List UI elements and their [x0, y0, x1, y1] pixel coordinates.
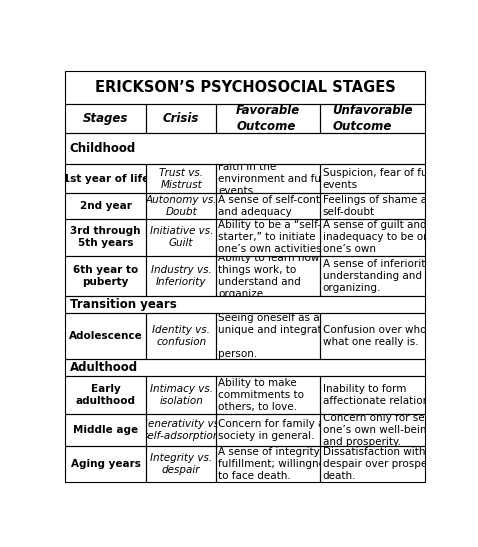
Text: A sense of guilt and
inadequacy to be on
one’s own: A sense of guilt and inadequacy to be on…	[323, 220, 429, 254]
Text: 1st year of life: 1st year of life	[63, 174, 149, 184]
Bar	[146, 376, 216, 414]
Bar	[320, 414, 424, 446]
Bar	[65, 104, 146, 133]
Bar	[216, 255, 320, 296]
Text: 2nd year: 2nd year	[80, 201, 131, 211]
Text: A sense of self-control
and adequacy: A sense of self-control and adequacy	[218, 195, 334, 217]
Bar	[216, 164, 320, 193]
Bar	[320, 376, 424, 414]
Text: Faith in the
environment and future
events: Faith in the environment and future even…	[218, 162, 343, 196]
Bar	[65, 414, 146, 446]
Bar	[216, 446, 320, 482]
Bar	[146, 414, 216, 446]
Text: 6th year to
puberty: 6th year to puberty	[73, 265, 138, 287]
Text: Ability to be a “self-
starter,” to initiate
one’s own activities.: Ability to be a “self- starter,” to init…	[218, 220, 326, 254]
Text: Crisis: Crisis	[163, 112, 199, 125]
Bar	[146, 313, 216, 359]
Text: Childhood: Childhood	[70, 142, 136, 155]
Bar	[146, 446, 216, 482]
Text: Transition years: Transition years	[70, 298, 176, 311]
Text: Adolescence: Adolescence	[69, 331, 142, 341]
Bar	[65, 133, 424, 164]
Bar	[65, 219, 146, 255]
Bar	[320, 219, 424, 255]
Bar	[146, 219, 216, 255]
Text: Identity vs.
confusion: Identity vs. confusion	[152, 325, 210, 347]
Text: ERICKSON’S PSYCHOSOCIAL STAGES: ERICKSON’S PSYCHOSOCIAL STAGES	[95, 80, 395, 95]
Text: Middle age: Middle age	[73, 425, 138, 435]
Bar	[65, 164, 146, 193]
Text: Early
adulthood: Early adulthood	[76, 384, 136, 406]
Bar	[65, 71, 424, 104]
Text: Concern only for self—
one’s own well-being
and prosperity.: Concern only for self— one’s own well-be…	[323, 413, 441, 447]
Bar	[146, 193, 216, 219]
Text: 3rd through
5th years: 3rd through 5th years	[70, 226, 141, 248]
Text: Concern for family and
society in general.: Concern for family and society in genera…	[218, 419, 338, 441]
Text: Integrity vs.
despair: Integrity vs. despair	[150, 453, 212, 475]
Text: Ability to make
commitments to
others, to love.: Ability to make commitments to others, t…	[218, 378, 304, 412]
Bar	[320, 313, 424, 359]
Text: Generativity vs.
self-adsorption: Generativity vs. self-adsorption	[140, 419, 222, 441]
Bar	[65, 255, 146, 296]
Text: Feelings of shame and
self-doubt: Feelings of shame and self-doubt	[323, 195, 440, 217]
Bar	[216, 313, 320, 359]
Bar	[146, 104, 216, 133]
Text: Adulthood: Adulthood	[70, 361, 138, 374]
Bar	[146, 255, 216, 296]
Bar	[65, 376, 146, 414]
Text: Industry vs.
Inferiority: Industry vs. Inferiority	[151, 265, 212, 287]
Bar	[320, 255, 424, 296]
Bar	[320, 104, 424, 133]
Text: Seeing oneself as a
unique and integrated

person.: Seeing oneself as a unique and integrate…	[218, 313, 335, 359]
Bar	[65, 446, 146, 482]
Bar	[65, 193, 146, 219]
Text: Initiative vs.
Guilt: Initiative vs. Guilt	[150, 226, 213, 248]
Text: Inability to form
affectionate relationship.: Inability to form affectionate relations…	[323, 384, 454, 406]
Bar	[65, 313, 146, 359]
Bar	[216, 376, 320, 414]
Bar	[65, 296, 424, 313]
Bar	[146, 164, 216, 193]
Bar	[216, 104, 320, 133]
Text: Dissatisfaction with life;
despair over prospect of
death.: Dissatisfaction with life; despair over …	[323, 447, 450, 481]
Text: Confusion over who and
what one really is.: Confusion over who and what one really i…	[323, 325, 449, 347]
Bar	[320, 164, 424, 193]
Bar	[216, 219, 320, 255]
Text: Favorable
Outcome: Favorable Outcome	[236, 104, 301, 133]
Text: Ability to learn how
things work, to
understand and
organize.: Ability to learn how things work, to und…	[218, 253, 320, 299]
Bar	[320, 193, 424, 219]
Text: Stages: Stages	[83, 112, 129, 125]
Text: Autonomy vs.
Doubt: Autonomy vs. Doubt	[145, 195, 217, 217]
Text: A sense of inferiority at
understanding and
organizing.: A sense of inferiority at understanding …	[323, 259, 445, 293]
Text: Intimacy vs.
isolation: Intimacy vs. isolation	[150, 384, 213, 406]
Bar	[65, 359, 424, 376]
Text: Aging years: Aging years	[71, 459, 141, 469]
Text: Unfavorable
Outcome: Unfavorable Outcome	[332, 104, 413, 133]
Bar	[216, 414, 320, 446]
Text: Suspicion, fear of future
events: Suspicion, fear of future events	[323, 168, 448, 190]
Text: Trust vs.
Mistrust: Trust vs. Mistrust	[159, 168, 203, 190]
Text: A sense of integrity and
fulfillment; willingness
to face death.: A sense of integrity and fulfillment; wi…	[218, 447, 343, 481]
Bar	[216, 193, 320, 219]
Bar	[320, 446, 424, 482]
